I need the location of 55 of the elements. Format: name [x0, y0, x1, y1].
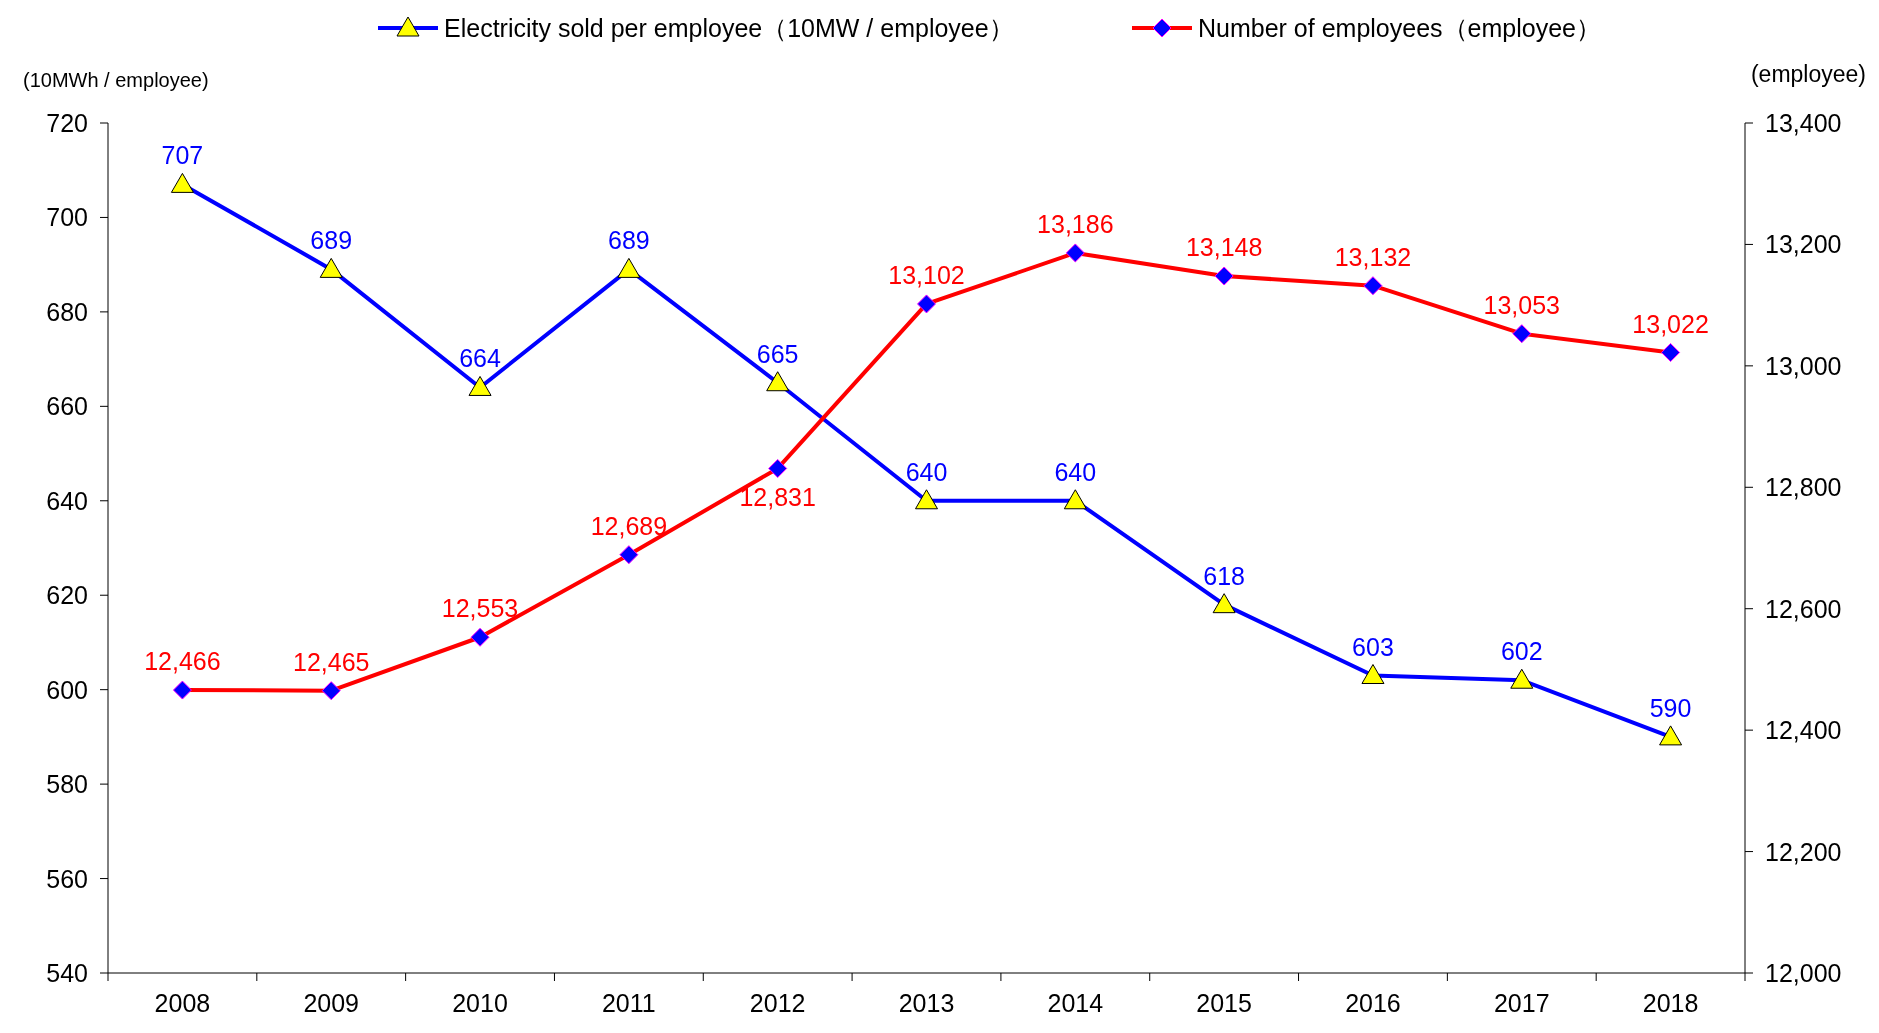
data-label: 689: [608, 226, 650, 255]
data-label: 640: [905, 457, 948, 486]
y-tick-label: 580: [46, 770, 88, 799]
y-tick-label: 700: [46, 203, 88, 232]
data-label: 664: [459, 344, 501, 373]
x-tick-label: 2014: [1047, 989, 1104, 1017]
data-label: 602: [1500, 637, 1543, 666]
y2-tick-label: 12,000: [1765, 959, 1842, 987]
y2-tick-label: 12,600: [1765, 594, 1842, 623]
x-tick-label: 2010: [452, 989, 508, 1017]
y-tick-label: 680: [46, 297, 88, 326]
x-tick-label: 2015: [1196, 989, 1252, 1017]
data-label: 13,102: [888, 260, 965, 289]
y-tick-label: 600: [46, 675, 88, 704]
y-tick-label: 540: [46, 959, 88, 987]
legend-label: Electricity sold per employee（10MW / employee）: [444, 14, 1014, 42]
data-label: 12,466: [144, 647, 221, 676]
y-tick-label: 720: [46, 109, 88, 137]
data-label: 12,465: [292, 647, 370, 676]
y-tick-label: 560: [46, 864, 88, 893]
data-label: 13,022: [1632, 309, 1709, 338]
y-tick-label: 660: [46, 392, 88, 421]
y2-tick-label: 12,400: [1765, 716, 1842, 745]
data-label: 707: [161, 141, 204, 170]
x-tick-label: 2017: [1493, 989, 1550, 1017]
data-label: 13,186: [1037, 209, 1114, 238]
y2-tick-label: 13,200: [1765, 230, 1842, 259]
x-tick-label: 2009: [303, 989, 360, 1017]
data-label: 13,053: [1483, 290, 1561, 319]
y2-axis-title: (employee): [1750, 61, 1866, 87]
y2-tick-label: 12,800: [1765, 473, 1842, 502]
data-label: 590: [1649, 693, 1692, 722]
x-tick-label: 2018: [1642, 989, 1699, 1017]
data-label: 12,689: [590, 511, 668, 540]
data-label: 603: [1352, 632, 1394, 661]
y2-tick-label: 13,400: [1765, 109, 1842, 137]
x-tick-label: 2013: [898, 989, 955, 1017]
x-tick-label: 2008: [154, 989, 211, 1017]
x-tick-label: 2016: [1345, 989, 1401, 1017]
x-tick-label: 2011: [601, 989, 656, 1017]
y-tick-label: 620: [46, 581, 88, 610]
data-label: 640: [1054, 457, 1097, 486]
x-tick-label: 2012: [749, 989, 806, 1017]
data-label: 13,132: [1334, 242, 1412, 271]
data-label: 665: [756, 339, 799, 368]
data-label: 13,148: [1185, 233, 1263, 261]
y2-tick-label: 13,000: [1765, 351, 1842, 380]
legend-label: Number of employees（employee）: [1198, 14, 1601, 42]
data-label: 618: [1203, 561, 1245, 590]
y-axis-title: (10MWh / employee): [23, 69, 209, 91]
data-label: 689: [310, 226, 353, 255]
y-tick-label: 640: [46, 486, 88, 515]
data-label: 12,553: [441, 594, 519, 623]
y2-tick-label: 12,200: [1765, 837, 1842, 866]
data-label: 12,831: [739, 483, 816, 512]
